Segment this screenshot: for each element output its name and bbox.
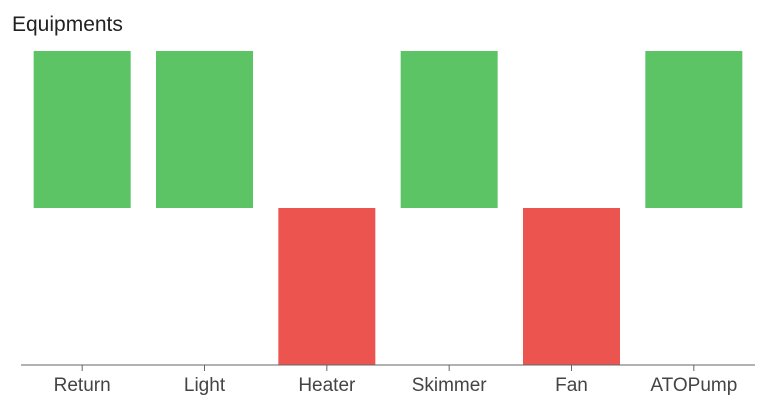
bar-heater (278, 208, 376, 365)
x-tick-label: ATOPump (650, 375, 737, 396)
x-tick-label: Return (54, 375, 111, 396)
bar-fan (523, 208, 620, 365)
bars-layer (33, 51, 743, 365)
x-tick-label: Heater (298, 375, 356, 396)
bar-skimmer (400, 51, 498, 208)
x-tick-label: Skimmer (412, 375, 488, 396)
chart-title: Equipments (12, 13, 123, 36)
x-tick-label: Light (184, 375, 226, 396)
x-tick-label: Fan (555, 375, 588, 396)
ticks-layer: Return Light Heater Skimmer Fan ATOPump (54, 365, 737, 396)
bar-light (156, 51, 253, 208)
bar-atopump (645, 51, 743, 208)
bar-return (33, 51, 131, 208)
